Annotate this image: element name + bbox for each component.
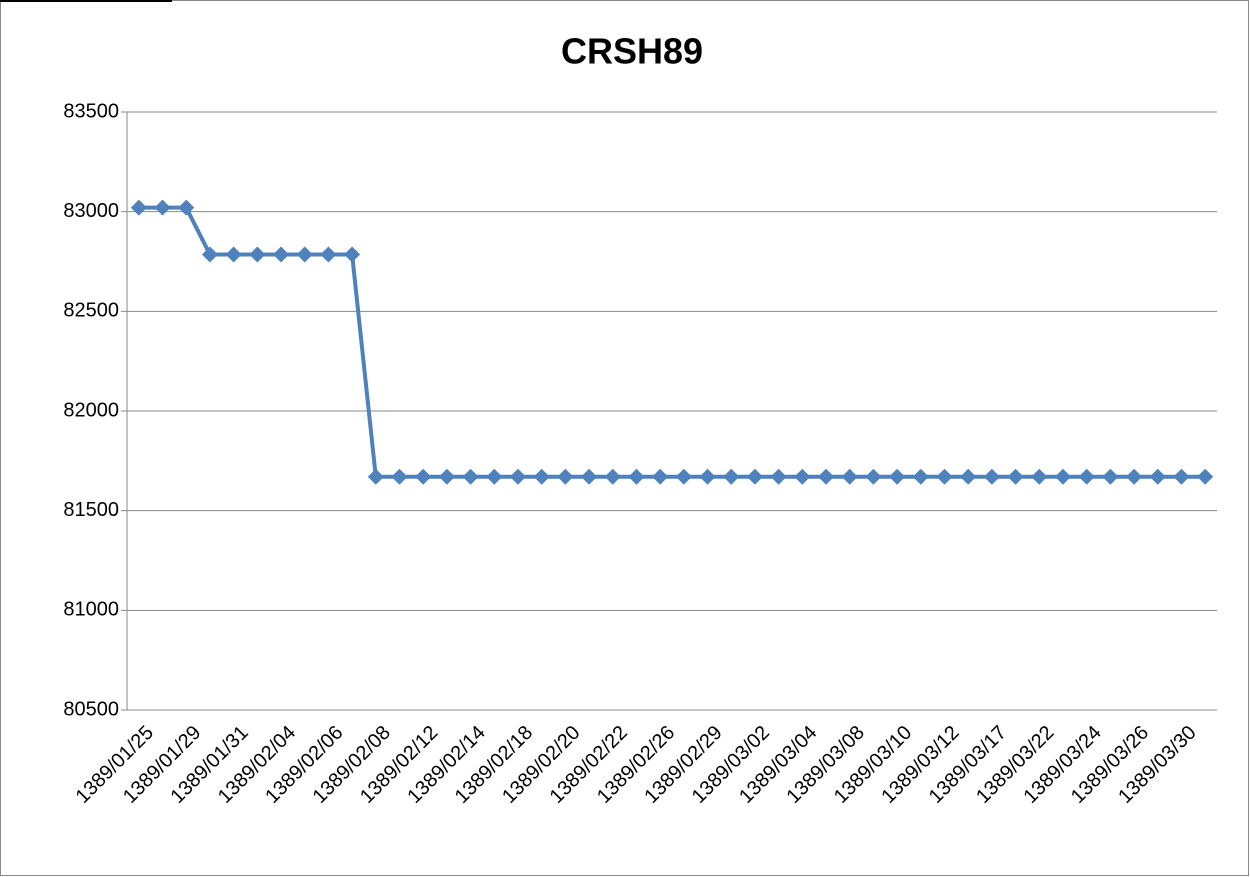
chart-title: CRSH89 bbox=[561, 31, 703, 72]
data-point bbox=[699, 468, 716, 485]
data-point bbox=[983, 468, 1000, 485]
data-point bbox=[533, 468, 550, 485]
y-tick-label: 81500 bbox=[63, 499, 119, 521]
data-point bbox=[675, 468, 692, 485]
data-point bbox=[628, 468, 645, 485]
data-point bbox=[936, 468, 953, 485]
y-tick-label: 83500 bbox=[63, 100, 119, 122]
data-point bbox=[1197, 468, 1214, 485]
y-tick-label: 81000 bbox=[63, 599, 119, 621]
data-point bbox=[249, 246, 266, 263]
y-tick-label: 83000 bbox=[63, 200, 119, 222]
data-point bbox=[960, 468, 977, 485]
data-point bbox=[581, 468, 598, 485]
y-tick-label: 80500 bbox=[63, 698, 119, 720]
data-point bbox=[841, 468, 858, 485]
data-point bbox=[723, 468, 740, 485]
data-point bbox=[652, 468, 669, 485]
data-point bbox=[912, 468, 929, 485]
y-tick-label: 82000 bbox=[63, 399, 119, 421]
data-point bbox=[367, 468, 384, 485]
data-point bbox=[225, 246, 242, 263]
data-point bbox=[486, 468, 503, 485]
data-point bbox=[178, 199, 195, 216]
data-point bbox=[1054, 468, 1071, 485]
data-point bbox=[1031, 468, 1048, 485]
series-line bbox=[138, 205, 1206, 479]
data-point bbox=[273, 246, 290, 263]
data-point bbox=[1078, 468, 1095, 485]
data-point bbox=[509, 468, 526, 485]
data-point bbox=[557, 468, 574, 485]
data-point bbox=[201, 246, 218, 263]
data-point bbox=[604, 468, 621, 485]
data-point bbox=[770, 468, 787, 485]
y-tick-label: 82500 bbox=[63, 300, 119, 322]
data-point bbox=[438, 468, 455, 485]
data-point bbox=[1173, 468, 1190, 485]
data-point bbox=[320, 246, 337, 263]
data-point bbox=[1149, 468, 1166, 485]
data-point bbox=[794, 468, 811, 485]
data-point bbox=[391, 468, 408, 485]
data-point bbox=[1102, 468, 1119, 485]
data-point bbox=[1126, 468, 1143, 485]
data-point bbox=[154, 199, 171, 216]
data-point bbox=[130, 199, 147, 216]
data-point bbox=[1007, 468, 1024, 485]
data-point bbox=[415, 468, 432, 485]
data-point bbox=[818, 468, 835, 485]
data-point bbox=[344, 246, 361, 263]
data-point bbox=[462, 468, 479, 485]
data-point bbox=[889, 468, 906, 485]
data-point bbox=[296, 246, 313, 263]
data-point bbox=[746, 468, 763, 485]
data-point bbox=[865, 468, 882, 485]
